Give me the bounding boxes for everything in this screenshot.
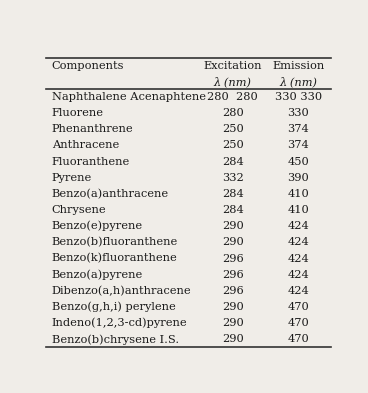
Text: 284: 284	[222, 205, 244, 215]
Text: 424: 424	[287, 286, 309, 296]
Text: 450: 450	[287, 156, 309, 167]
Text: 470: 470	[287, 302, 309, 312]
Text: λ (nm): λ (nm)	[279, 77, 318, 87]
Text: 424: 424	[287, 253, 309, 264]
Text: Benzo(a)anthracene: Benzo(a)anthracene	[52, 189, 169, 199]
Text: 470: 470	[287, 318, 309, 328]
Text: Benzo(e)pyrene: Benzo(e)pyrene	[52, 221, 143, 231]
Text: 330: 330	[287, 108, 309, 118]
Text: 280  280: 280 280	[208, 92, 258, 102]
Text: 424: 424	[287, 270, 309, 280]
Text: 424: 424	[287, 221, 309, 231]
Text: Benzo(g,h,i) perylene: Benzo(g,h,i) perylene	[52, 302, 176, 312]
Text: Benzo(a)pyrene: Benzo(a)pyrene	[52, 269, 143, 280]
Text: Naphthalene Acenaphtene: Naphthalene Acenaphtene	[52, 92, 206, 102]
Text: 290: 290	[222, 302, 244, 312]
Text: 410: 410	[287, 189, 309, 199]
Text: 290: 290	[222, 334, 244, 344]
Text: 374: 374	[287, 140, 309, 151]
Text: Pyrene: Pyrene	[52, 173, 92, 183]
Text: Fluorene: Fluorene	[52, 108, 104, 118]
Text: λ (nm): λ (nm)	[214, 77, 252, 87]
Text: Indeno(1,2,3-cd)pyrene: Indeno(1,2,3-cd)pyrene	[52, 318, 187, 329]
Text: 280: 280	[222, 108, 244, 118]
Text: 290: 290	[222, 318, 244, 328]
Text: 250: 250	[222, 140, 244, 151]
Text: 250: 250	[222, 124, 244, 134]
Text: Anthracene: Anthracene	[52, 140, 119, 151]
Text: Benzo(k)fluoranthene: Benzo(k)fluoranthene	[52, 253, 177, 264]
Text: Emission: Emission	[272, 61, 325, 72]
Text: 290: 290	[222, 237, 244, 247]
Text: Components: Components	[52, 61, 124, 72]
Text: Fluoranthene: Fluoranthene	[52, 156, 130, 167]
Text: 424: 424	[287, 237, 309, 247]
Text: 284: 284	[222, 156, 244, 167]
Text: 296: 296	[222, 270, 244, 280]
Text: 470: 470	[287, 334, 309, 344]
Text: 296: 296	[222, 253, 244, 264]
Text: 296: 296	[222, 286, 244, 296]
Text: 284: 284	[222, 189, 244, 199]
Text: Benzo(b)chrysene I.S.: Benzo(b)chrysene I.S.	[52, 334, 179, 345]
Text: 390: 390	[287, 173, 309, 183]
Text: 332: 332	[222, 173, 244, 183]
Text: 374: 374	[287, 124, 309, 134]
Text: Phenanthrene: Phenanthrene	[52, 124, 133, 134]
Text: 290: 290	[222, 221, 244, 231]
Text: 330 330: 330 330	[275, 92, 322, 102]
Text: Benzo(b)fluoranthene: Benzo(b)fluoranthene	[52, 237, 178, 248]
Text: Dibenzo(a,h)anthracene: Dibenzo(a,h)anthracene	[52, 286, 191, 296]
Text: Excitation: Excitation	[204, 61, 262, 72]
Text: 410: 410	[287, 205, 309, 215]
Text: Chrysene: Chrysene	[52, 205, 106, 215]
